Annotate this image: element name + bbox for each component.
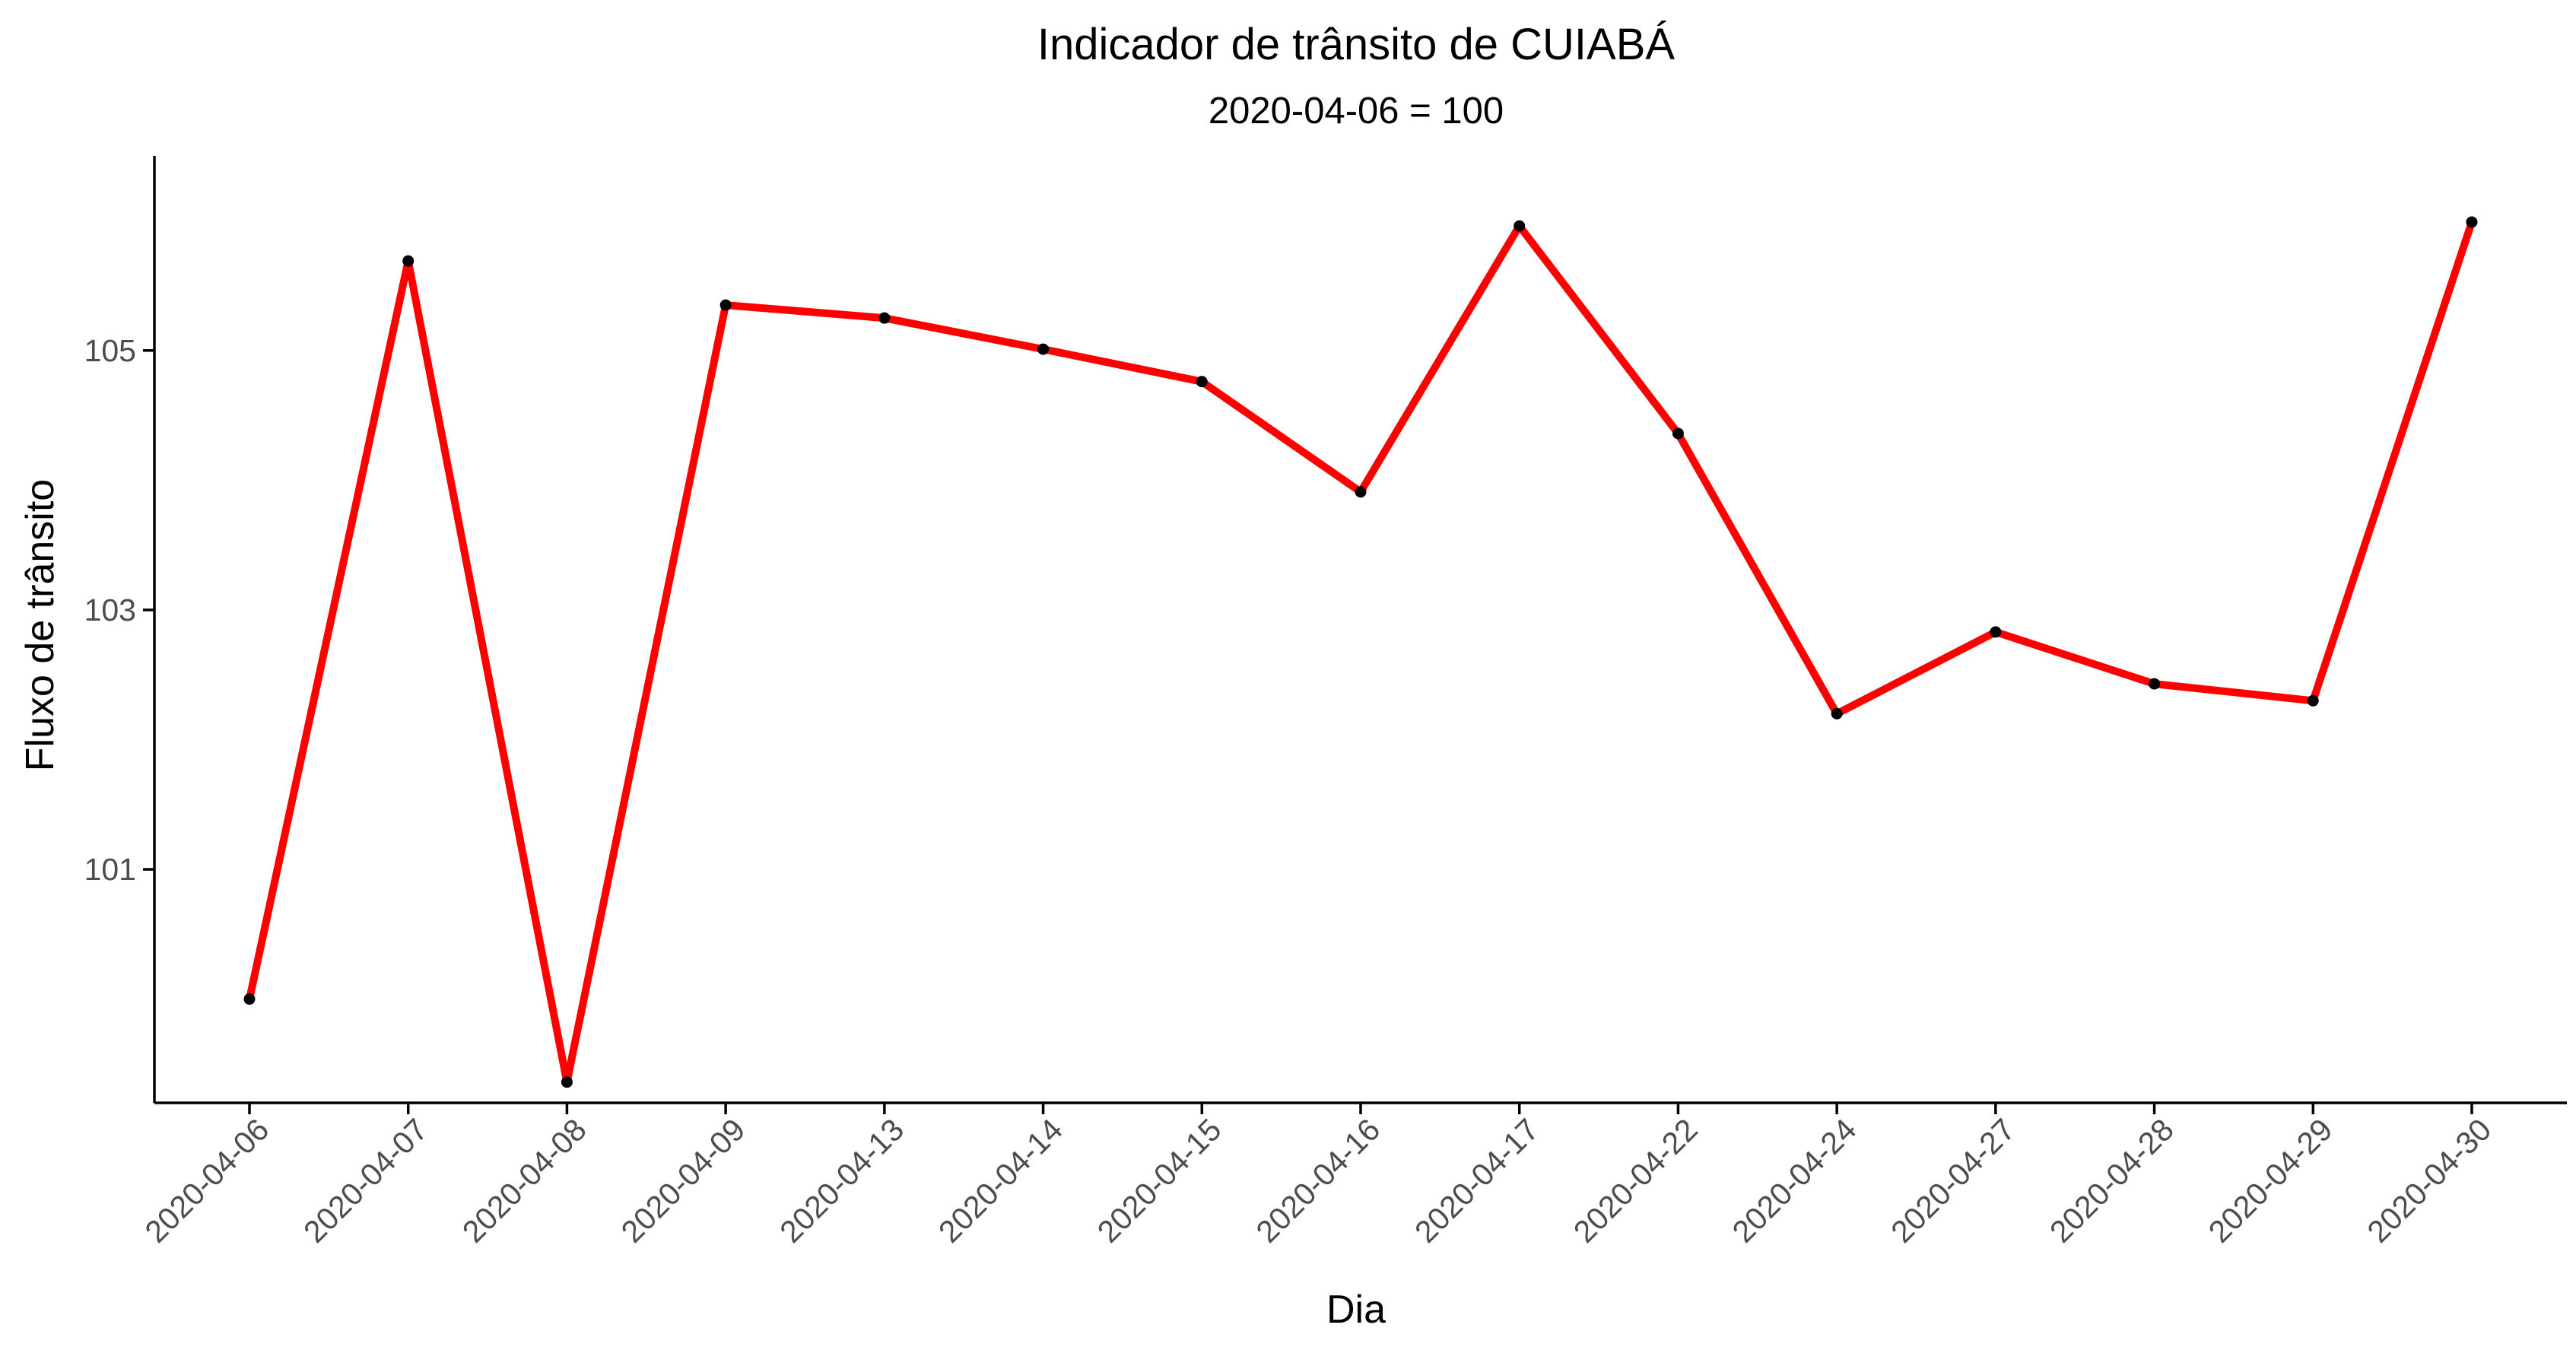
data-point — [1196, 376, 1208, 388]
data-point — [1514, 220, 1526, 232]
data-point — [2149, 678, 2161, 690]
x-axis-title: Dia — [1326, 1288, 1386, 1332]
chart-subtitle: 2020-04-06 = 100 — [1209, 91, 1504, 132]
data-point — [2307, 694, 2319, 707]
data-point — [1831, 707, 1843, 720]
y-tick-label: 103 — [84, 592, 136, 627]
data-point — [243, 993, 256, 1005]
y-axis-title: Fluxo de trânsito — [18, 479, 62, 771]
data-point — [878, 312, 891, 324]
y-axis: 101 103 105 — [84, 156, 156, 1103]
data-point — [402, 255, 415, 267]
data-point — [1355, 486, 1367, 498]
data-point — [1672, 427, 1684, 440]
y-tick-label: 101 — [84, 852, 136, 887]
data-point — [719, 299, 732, 311]
y-tick-label: 105 — [84, 333, 136, 368]
data-point — [1990, 626, 2002, 638]
plot-series — [243, 216, 2478, 1088]
data-point — [2466, 216, 2478, 228]
data-point — [561, 1076, 573, 1088]
chart-title: Indicador de trânsito de CUIABÁ — [1037, 20, 1676, 69]
data-point — [1037, 343, 1050, 355]
